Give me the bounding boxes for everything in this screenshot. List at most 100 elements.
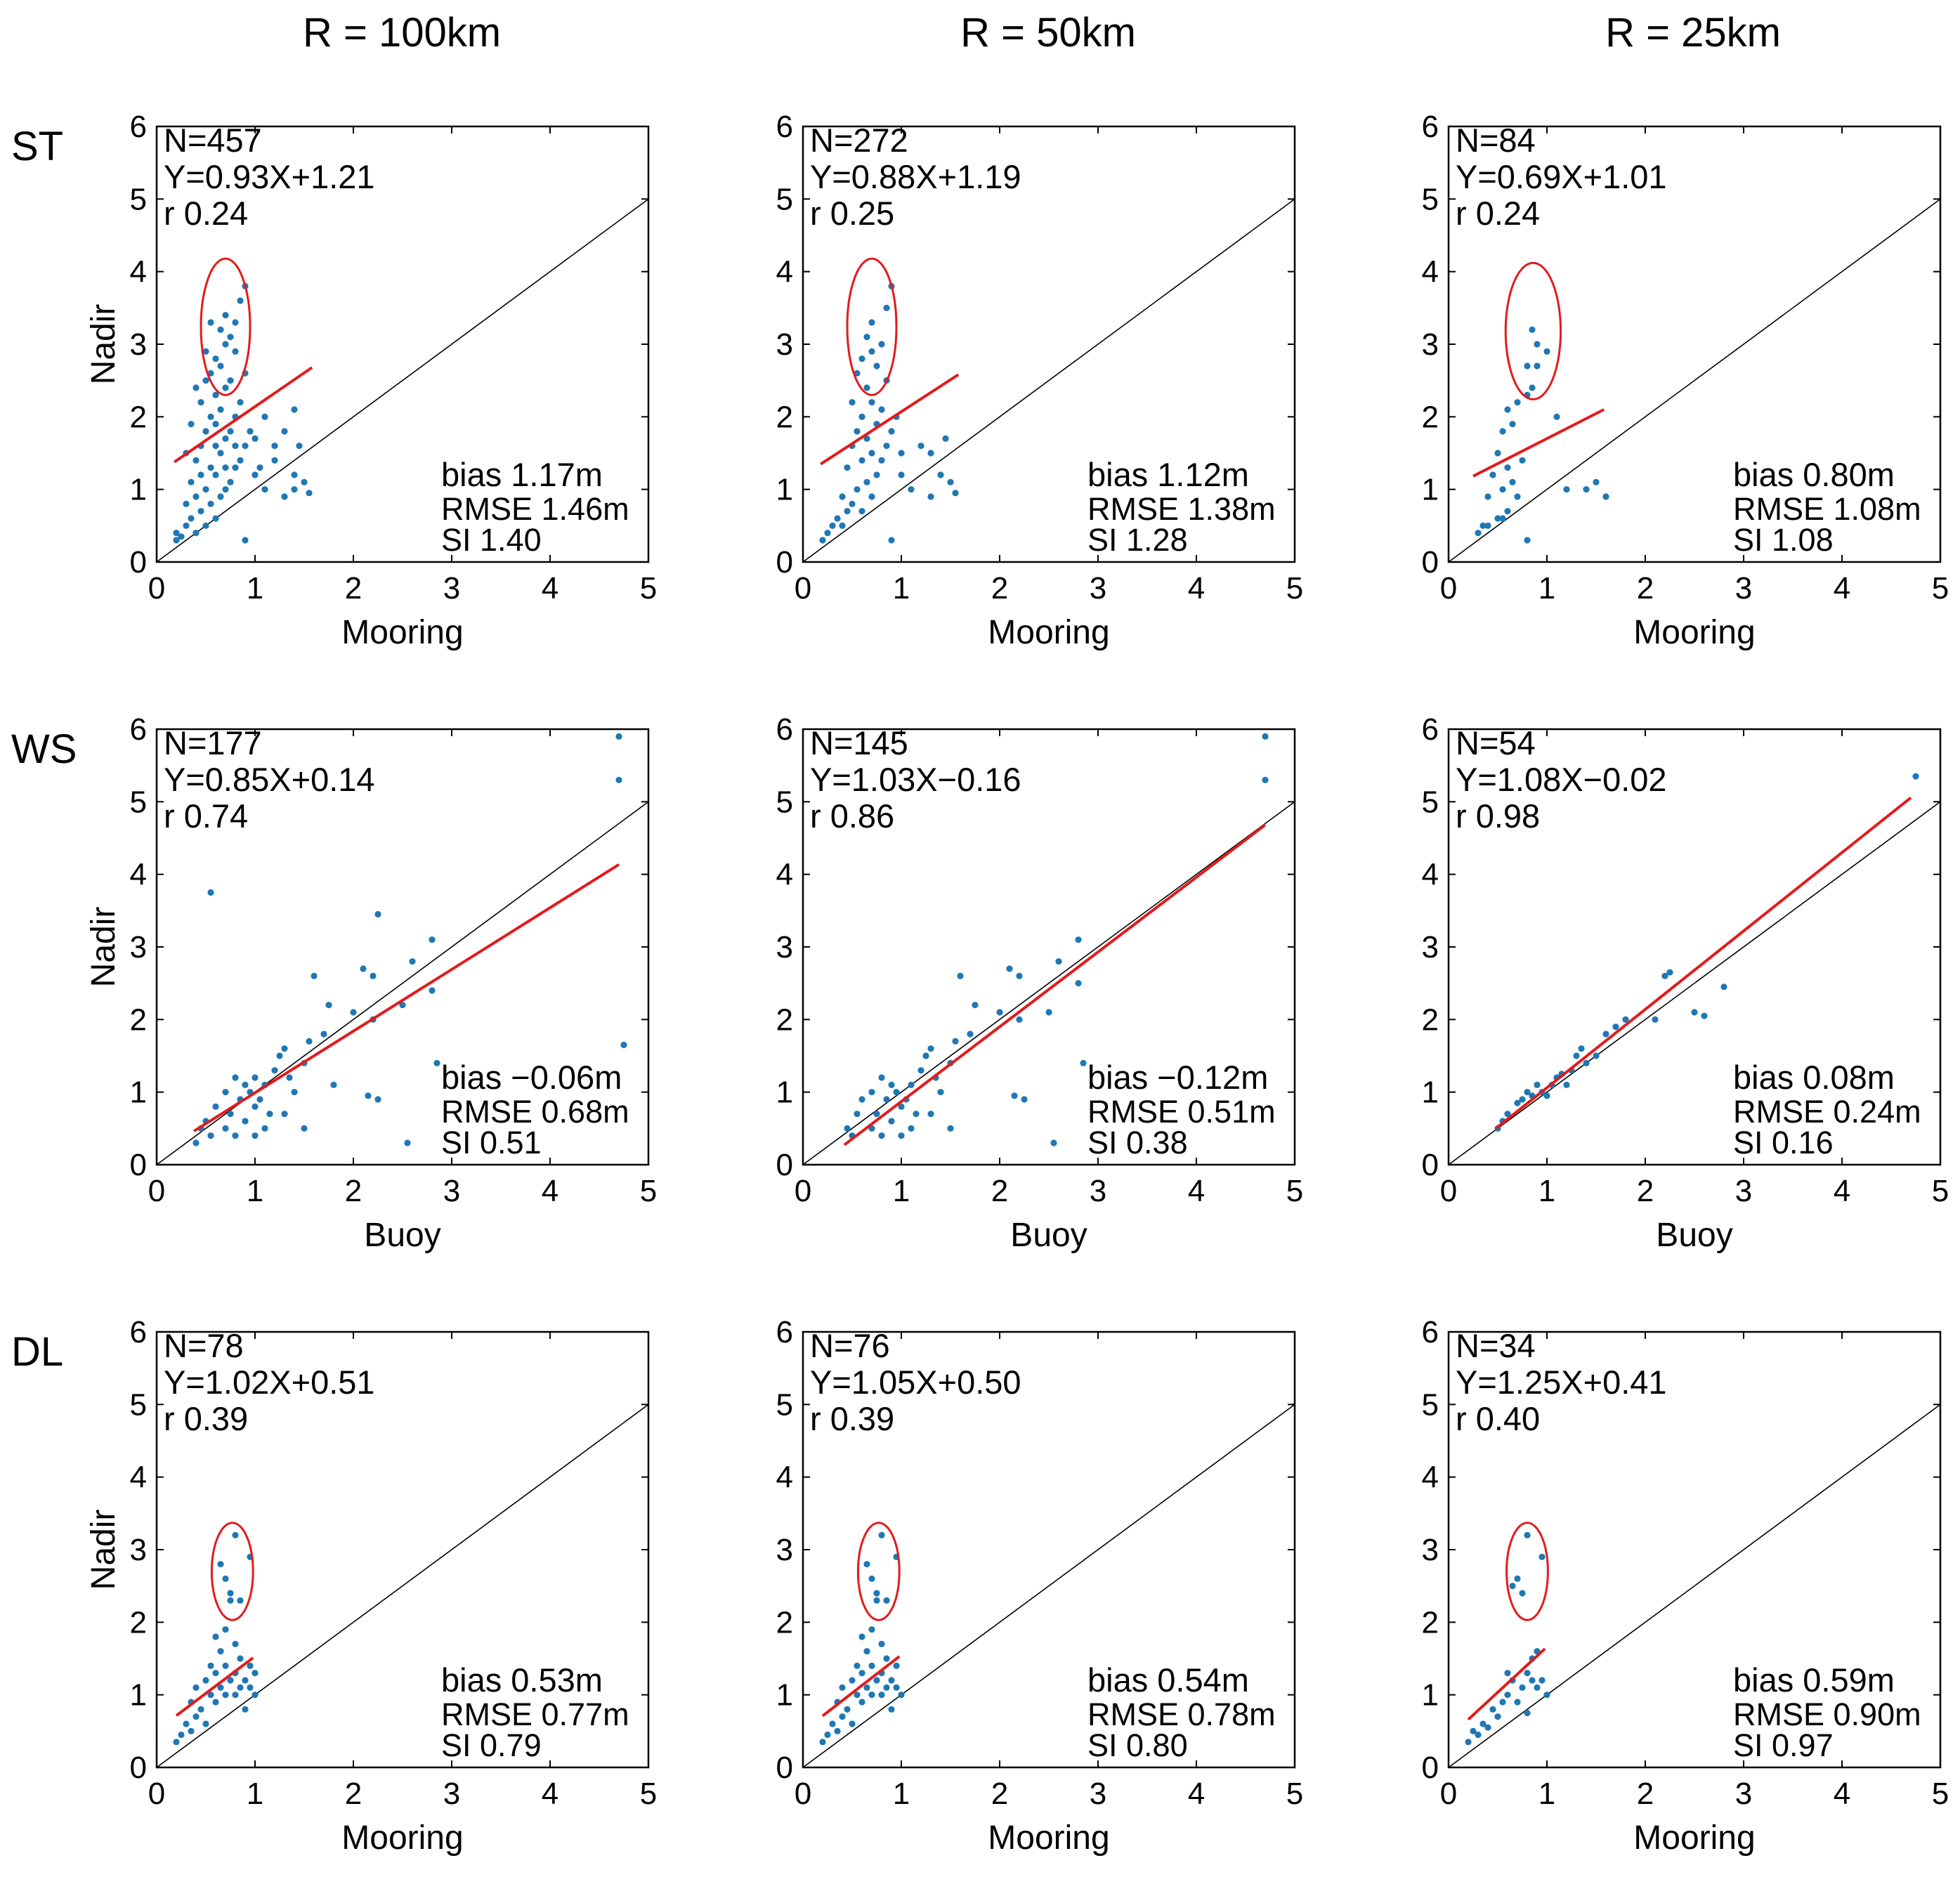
- data-point: [967, 1031, 974, 1038]
- data-point: [834, 1727, 841, 1734]
- data-point: [1262, 776, 1269, 783]
- row-label-dl: DL: [11, 1329, 63, 1375]
- x-tick-label: 0: [148, 1174, 165, 1208]
- data-point: [908, 1081, 915, 1088]
- sample-count: N=76: [810, 1327, 890, 1364]
- x-tick-label: 5: [640, 571, 657, 606]
- data-point: [952, 1038, 959, 1045]
- y-tick-label: 4: [776, 1460, 793, 1495]
- regression-line: [1472, 408, 1605, 478]
- y-tick-label: 5: [130, 785, 147, 819]
- regression-line: [1494, 796, 1912, 1130]
- data-point: [1499, 428, 1506, 435]
- data-point: [207, 889, 214, 896]
- data-point: [197, 1706, 204, 1713]
- x-tick-label: 4: [542, 571, 558, 606]
- data-point: [1484, 522, 1491, 529]
- correlation: r 0.24: [1456, 195, 1540, 232]
- data-point: [1016, 972, 1023, 979]
- data-point: [849, 500, 856, 507]
- scatter-panel-st-1: 0 1 2 3 4 5 0 1 2 3 4 5 6 Mooring Nadir N=457Y=0.93X+1.…: [85, 110, 657, 651]
- y-tick-label: 0: [776, 1148, 793, 1182]
- data-point: [937, 471, 944, 478]
- x-tick-label: 3: [443, 571, 460, 606]
- y-tick-label: 1: [1422, 473, 1439, 507]
- data-point: [883, 443, 890, 450]
- data-point: [873, 362, 880, 369]
- y-tick-label: 4: [1422, 255, 1439, 289]
- data-point: [858, 457, 865, 464]
- y-tick-label: 2: [776, 1605, 793, 1640]
- y-tick-label: 6: [130, 110, 147, 144]
- outlier-ellipse: [1505, 1522, 1549, 1621]
- data-point: [1504, 464, 1511, 471]
- x-tick-label: 4: [1188, 571, 1205, 606]
- y-tick-label: 4: [776, 255, 793, 289]
- y-tick-label: 0: [776, 545, 793, 580]
- y-tick-label: 5: [130, 1387, 147, 1422]
- data-point: [1475, 530, 1482, 537]
- data-point: [296, 443, 303, 450]
- data-point: [858, 1096, 865, 1103]
- x-tick-label: 1: [247, 1174, 263, 1208]
- x-axis-label: Mooring: [988, 1819, 1109, 1857]
- y-tick-label: 3: [130, 930, 147, 964]
- data-point: [222, 435, 229, 442]
- data-point: [1578, 1045, 1585, 1052]
- y-tick-label: 2: [1422, 1002, 1439, 1037]
- data-point: [374, 910, 381, 918]
- column-title-r25: R = 25km: [1605, 10, 1781, 55]
- data-point: [202, 522, 209, 529]
- sample-count: N=84: [1456, 122, 1536, 159]
- plot-area: [155, 1330, 650, 1769]
- x-tick-label: 1: [1538, 571, 1555, 606]
- data-point: [844, 1706, 851, 1713]
- identity-line: [1448, 198, 1941, 563]
- data-point: [301, 1125, 308, 1132]
- fit-equation: Y=1.08X−0.02: [1456, 761, 1667, 798]
- data-point: [1016, 1016, 1023, 1023]
- data-point: [1494, 515, 1501, 522]
- y-tick-label: 3: [776, 327, 793, 362]
- data-point: [188, 515, 195, 522]
- data-point: [1262, 733, 1269, 740]
- data-point: [868, 1089, 875, 1096]
- data-point: [868, 319, 875, 326]
- data-point: [232, 348, 239, 355]
- y-tick-label: 0: [130, 1148, 147, 1182]
- data-point: [868, 493, 875, 500]
- y-tick-label: 2: [776, 400, 793, 434]
- data-point: [1519, 1096, 1526, 1103]
- data-point: [217, 406, 224, 413]
- data-point: [854, 428, 861, 435]
- data-point: [854, 1662, 861, 1669]
- data-point: [202, 1677, 209, 1684]
- x-tick-label: 2: [1637, 571, 1654, 606]
- data-point: [325, 1002, 332, 1009]
- data-point: [1543, 1092, 1550, 1099]
- x-tick-label: 5: [1932, 1174, 1949, 1208]
- outlier-ellipse: [200, 257, 251, 396]
- data-point: [878, 1132, 885, 1139]
- data-point: [242, 1677, 249, 1684]
- data-point: [192, 493, 200, 500]
- y-tick-label: 5: [776, 785, 793, 819]
- data-point: [227, 334, 234, 341]
- data-point: [222, 384, 229, 391]
- data-point: [212, 443, 219, 450]
- data-point: [1622, 1016, 1629, 1023]
- y-tick-label: 1: [776, 473, 793, 507]
- y-tick-label: 3: [776, 1533, 793, 1567]
- data-point: [1484, 493, 1491, 500]
- data-point: [192, 384, 200, 391]
- data-point: [222, 312, 229, 319]
- data-point: [217, 326, 224, 333]
- data-point: [1538, 1553, 1546, 1560]
- row-labels: ST WS DL: [11, 124, 77, 1375]
- data-point: [281, 1045, 288, 1052]
- data-point: [192, 1713, 200, 1720]
- data-point: [1465, 1739, 1472, 1746]
- correlation: r 0.74: [164, 797, 248, 835]
- data-point: [888, 1706, 895, 1713]
- data-point: [1583, 1059, 1590, 1066]
